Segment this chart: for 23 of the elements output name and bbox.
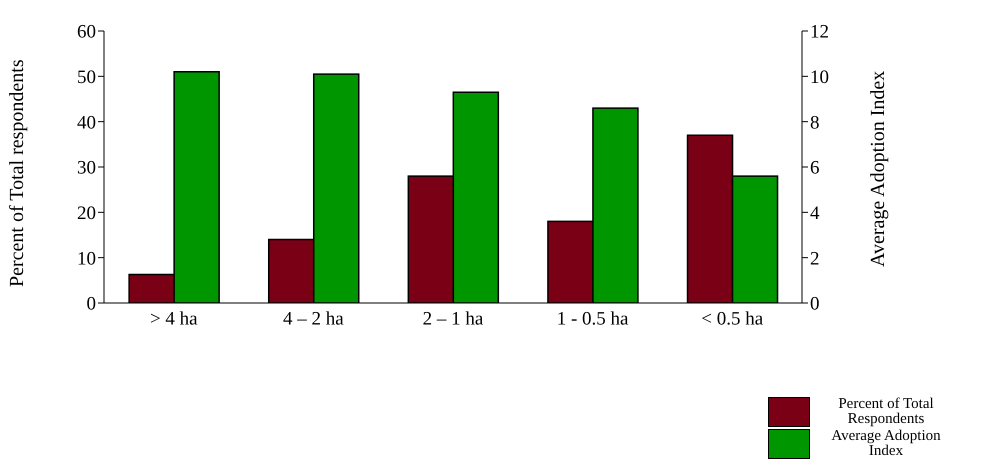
y-tick-label: 50 [77, 67, 96, 88]
y-axis-title: Percent of Total respondents [6, 59, 28, 287]
y2-tick-label: 4 [810, 203, 820, 224]
x-tick-label: > 4 ha [150, 308, 198, 330]
y2-tick-label: 6 [810, 158, 820, 179]
y-tick-label: 30 [77, 158, 96, 179]
legend-label: Percent of Total Respondents [837, 396, 935, 427]
y2-tick-label: 12 [810, 22, 829, 43]
legend-label: Average Adoption Index [830, 428, 942, 459]
x-tick-label: 1 - 0.5 ha [556, 308, 630, 330]
x-tick-label: < 0.5 ha [701, 308, 764, 330]
y-tick-label: 40 [77, 112, 96, 134]
y2-tick-label: 0 [810, 294, 820, 315]
x-tick-label: 4 – 2 ha [283, 308, 344, 330]
x-tick-label: 2 – 1 ha [422, 308, 484, 330]
y2-axis-title: Average Adoption Index [867, 70, 890, 267]
y2-tick-label: 2 [810, 248, 820, 270]
y-tick-label: 20 [77, 203, 96, 224]
y2-tick-label: 10 [810, 67, 829, 88]
y-tick-label: 10 [77, 248, 96, 270]
y-tick-label: 0 [86, 294, 96, 315]
y-tick-label: 60 [77, 22, 96, 43]
y2-tick-label: 8 [810, 112, 820, 134]
